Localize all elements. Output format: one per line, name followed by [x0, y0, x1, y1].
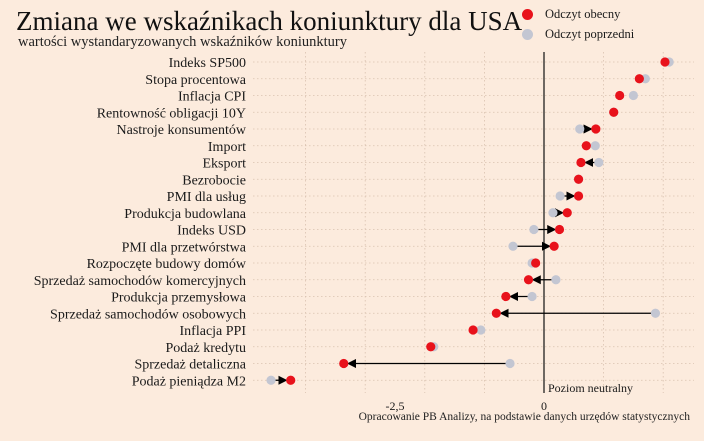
gridlines — [253, 52, 694, 393]
current-point — [554, 224, 565, 235]
previous-point — [650, 308, 661, 318]
previous-point — [529, 224, 539, 235]
previous-point — [594, 157, 604, 168]
current-point — [576, 157, 586, 168]
current-point — [615, 90, 625, 101]
category-label: Sprzedaż samochodów osobowych — [50, 307, 246, 322]
current-point — [523, 275, 534, 285]
legend-item-previous: Odczyt poprzedni — [522, 24, 634, 44]
category-label: Podaż pieniądza M2 — [132, 374, 246, 389]
current-point — [468, 325, 478, 335]
category-label: PMI dla przetwórstwa — [122, 240, 247, 255]
current-point — [562, 208, 572, 218]
current-point — [531, 258, 541, 268]
previous-point — [476, 325, 486, 335]
current-point — [426, 342, 436, 352]
category-label: PMI dla usług — [167, 190, 246, 205]
current-point — [501, 291, 511, 302]
legend-current-label: Odczyt obecny — [545, 6, 621, 21]
current-point — [660, 57, 670, 67]
current-point — [491, 308, 501, 318]
current-point — [609, 107, 619, 117]
previous-point — [628, 90, 639, 101]
category-label: Rentowność obligacji 10Y — [97, 106, 246, 121]
category-label: Inflacja CPI — [178, 90, 246, 105]
previous-point — [508, 241, 518, 251]
previous-point — [590, 141, 600, 151]
current-point — [286, 375, 296, 385]
chart-title: Zmiana we wskaźnikach koniunktury dla US… — [16, 6, 523, 36]
x-tick-label: -2,5 — [386, 399, 405, 413]
legend-previous-label: Odczyt poprzedni — [545, 26, 635, 41]
category-labels: Indeks SP500 Stopa procentowa Inflacja CPI… — [34, 56, 247, 389]
legend-previous-dot — [522, 28, 533, 40]
category-label: Podaż kredytu — [166, 341, 246, 356]
previous-point — [266, 375, 276, 385]
source-note: Opracowanie PB Analizy, na podstawie dan… — [358, 411, 690, 423]
category-label: Stopa procentowa — [145, 73, 246, 88]
category-label: Indeks USD — [177, 224, 246, 239]
category-label: Bezrobocie — [182, 173, 246, 188]
legend: Odczyt obecny Odczyt poprzedni — [522, 4, 634, 44]
previous-point — [527, 291, 537, 302]
category-label: Indeks SP500 — [169, 56, 246, 71]
legend-current-dot — [522, 8, 533, 20]
x-tick-label: 0 — [541, 399, 547, 413]
category-label: Rozpoczęte budowy domów — [87, 257, 247, 272]
previous-point — [551, 275, 561, 285]
category-label: Produkcja przemysłowa — [111, 291, 247, 306]
current-point — [581, 141, 591, 151]
chart-subtitle: wartości wystandaryzowanych wskaźników k… — [18, 34, 347, 50]
previous-point — [548, 208, 558, 218]
category-label: Sprzedaż detaliczna — [134, 358, 246, 373]
neutral-level-label: Poziom neutralny — [548, 381, 633, 395]
category-label: Import — [208, 140, 246, 155]
previous-point — [575, 124, 585, 134]
category-label: Produkcja budowlana — [124, 207, 246, 222]
current-point — [634, 74, 644, 84]
current-point — [573, 174, 584, 184]
category-label: Inflacja PPI — [180, 324, 247, 339]
legend-item-current: Odczyt obecny — [522, 4, 634, 24]
category-label: Sprzedaż samochodów komercyjnych — [34, 274, 246, 289]
current-point — [573, 191, 584, 201]
current-point — [339, 358, 349, 369]
current-point — [549, 241, 559, 251]
previous-point — [505, 358, 515, 369]
current-point — [591, 124, 601, 134]
data-marks — [266, 57, 674, 385]
category-label: Eksport — [202, 157, 246, 172]
category-label: Nastroje konsumentów — [117, 123, 247, 138]
previous-point — [555, 191, 565, 201]
